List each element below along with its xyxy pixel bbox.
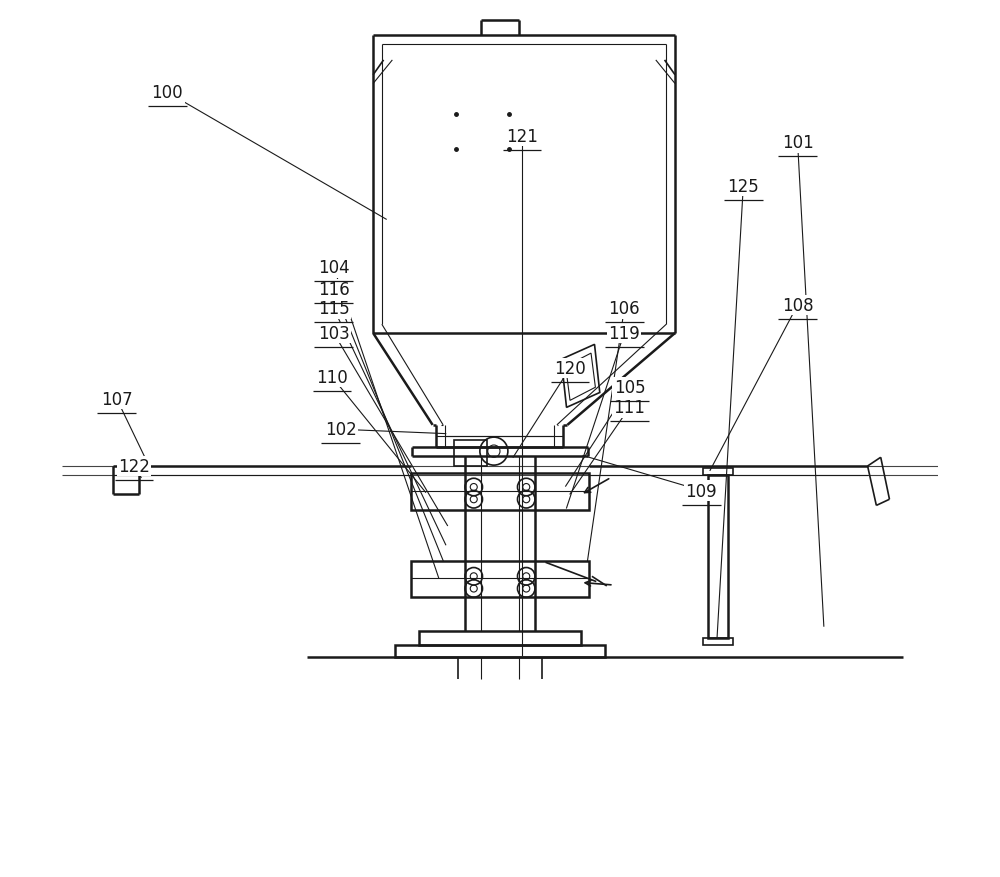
Bar: [419, 631, 581, 645]
Text: 107: 107: [101, 390, 132, 408]
Bar: [708, 475, 728, 638]
Text: 110: 110: [316, 368, 348, 386]
Text: 108: 108: [782, 296, 813, 315]
Text: 125: 125: [727, 178, 759, 196]
Text: 115: 115: [318, 300, 350, 318]
Text: 111: 111: [614, 399, 645, 417]
Text: 106: 106: [608, 300, 640, 318]
Bar: [411, 561, 589, 597]
Text: 116: 116: [318, 281, 350, 299]
Text: 102: 102: [325, 421, 357, 438]
Bar: [703, 468, 733, 475]
Text: 100: 100: [152, 84, 183, 103]
Text: 120: 120: [554, 360, 586, 378]
Text: 121: 121: [506, 128, 538, 146]
Text: 103: 103: [318, 324, 350, 343]
Text: 119: 119: [608, 324, 640, 343]
Bar: [703, 638, 733, 645]
Text: 101: 101: [782, 134, 813, 152]
Text: 105: 105: [614, 379, 645, 396]
Text: 109: 109: [685, 482, 717, 500]
Bar: [411, 474, 589, 510]
Text: 122: 122: [118, 458, 150, 475]
Bar: [454, 440, 487, 467]
Text: 104: 104: [318, 259, 350, 277]
Bar: [395, 645, 605, 657]
